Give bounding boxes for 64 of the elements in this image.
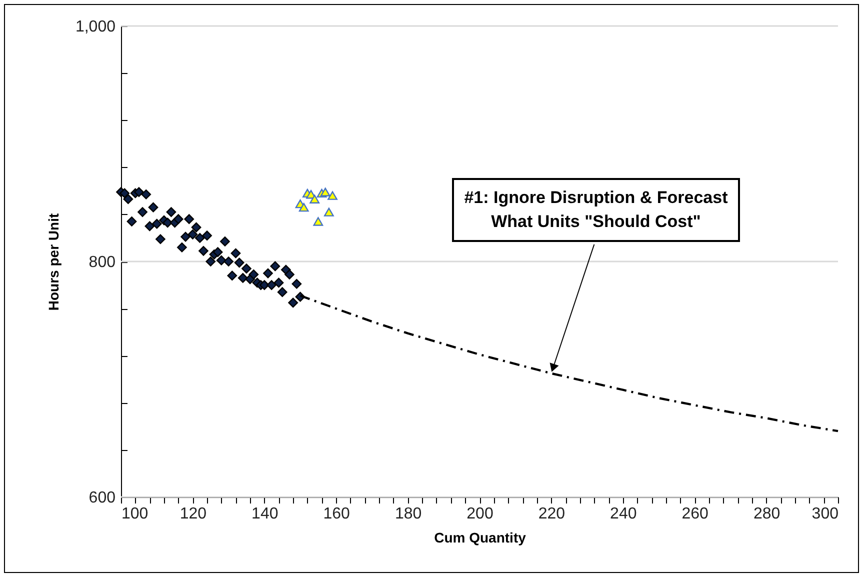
point	[191, 222, 202, 232]
point	[184, 214, 194, 224]
point	[328, 191, 338, 200]
point	[188, 229, 198, 240]
point	[259, 280, 270, 290]
point	[144, 221, 155, 232]
point	[270, 261, 280, 272]
point	[123, 194, 134, 204]
point	[177, 242, 187, 252]
point	[266, 280, 276, 290]
point	[198, 246, 208, 256]
point	[320, 188, 330, 196]
y-tick-label: 800	[88, 254, 116, 271]
x-tick-label: 280	[753, 506, 780, 522]
point	[277, 287, 288, 298]
point	[242, 264, 252, 274]
point	[166, 207, 176, 217]
x-tick-label: 120	[180, 506, 207, 522]
point	[284, 270, 294, 280]
point	[238, 273, 248, 283]
x-tick-label: 140	[252, 506, 278, 522]
point	[152, 218, 162, 229]
y-axis-title: Hours per Unit	[45, 213, 62, 311]
point	[313, 217, 324, 226]
point	[220, 236, 230, 246]
point	[224, 256, 234, 266]
point	[180, 232, 190, 242]
x-tick-label: 240	[610, 506, 637, 522]
point	[134, 187, 144, 197]
point	[162, 218, 173, 228]
point	[156, 234, 166, 244]
point	[212, 247, 223, 258]
point	[298, 202, 309, 212]
x-tick-label: 160	[323, 506, 350, 522]
x-tick-label: 220	[538, 506, 566, 522]
point	[234, 258, 244, 268]
x-tick-label: 180	[394, 506, 422, 522]
point	[227, 270, 238, 281]
point	[310, 194, 320, 204]
x-tick-label: 200	[466, 506, 494, 522]
point	[120, 188, 130, 198]
point	[173, 214, 184, 224]
y-tick-label: 1,000	[75, 18, 116, 36]
point	[126, 216, 137, 226]
point	[248, 270, 259, 280]
point	[263, 268, 273, 278]
x-tick-label: 260	[682, 506, 709, 522]
point	[230, 248, 241, 258]
point	[141, 189, 152, 200]
point	[292, 278, 302, 289]
y-tick-label: 600	[88, 490, 116, 506]
point	[138, 207, 148, 217]
point	[324, 208, 334, 216]
x-tick-label: 300	[812, 506, 839, 522]
point	[202, 230, 212, 241]
x-axis-title: Cum Quantity	[434, 530, 526, 546]
point	[288, 298, 298, 308]
x-tick-label: 100	[122, 506, 148, 522]
annotation: #1: Ignore Disruption & Forecast What Units "Should Cost"	[452, 178, 740, 242]
point	[274, 278, 284, 288]
point	[194, 233, 205, 243]
point	[148, 202, 158, 212]
point	[206, 256, 216, 266]
point	[216, 255, 226, 266]
